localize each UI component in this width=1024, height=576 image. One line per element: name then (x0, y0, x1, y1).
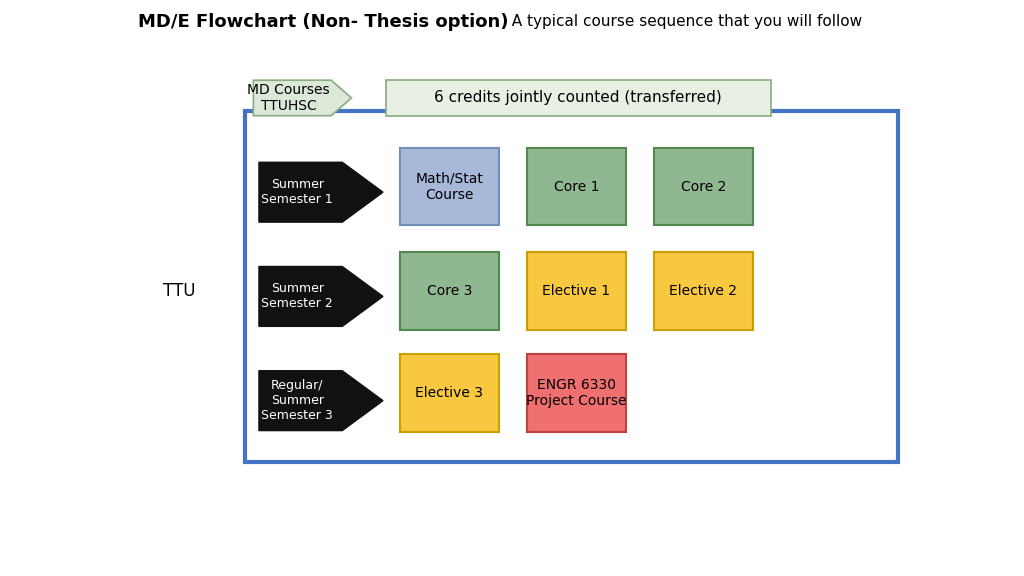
Text: Elective 3: Elective 3 (416, 386, 483, 400)
FancyBboxPatch shape (526, 354, 626, 431)
Text: ENGR 6330
Project Course: ENGR 6330 Project Course (526, 378, 627, 408)
Text: Math/Stat
Course: Math/Stat Course (416, 172, 483, 202)
FancyBboxPatch shape (399, 148, 499, 225)
Text: A typical course sequence that you will follow: A typical course sequence that you will … (502, 14, 862, 29)
Text: Core 1: Core 1 (554, 180, 599, 194)
Text: Core 3: Core 3 (427, 284, 472, 298)
FancyBboxPatch shape (386, 80, 771, 116)
Text: Summer
Semester 2: Summer Semester 2 (261, 282, 333, 310)
FancyBboxPatch shape (399, 354, 499, 431)
Text: Regular/
Summer
Semester 3: Regular/ Summer Semester 3 (261, 379, 333, 422)
Text: Elective 1: Elective 1 (543, 284, 610, 298)
Text: MD Courses
TTUHSC: MD Courses TTUHSC (247, 83, 330, 113)
FancyBboxPatch shape (399, 252, 499, 329)
FancyBboxPatch shape (246, 111, 898, 461)
FancyBboxPatch shape (653, 148, 753, 225)
Text: Summer
Semester 1: Summer Semester 1 (261, 178, 333, 206)
Text: Elective 2: Elective 2 (670, 284, 737, 298)
FancyBboxPatch shape (653, 252, 753, 329)
Polygon shape (253, 80, 351, 116)
FancyBboxPatch shape (526, 148, 626, 225)
Polygon shape (259, 267, 383, 327)
FancyBboxPatch shape (526, 252, 626, 329)
Polygon shape (259, 162, 383, 222)
Polygon shape (259, 371, 383, 431)
Text: 6 credits jointly counted (transferred): 6 credits jointly counted (transferred) (434, 90, 722, 105)
Text: Core 2: Core 2 (681, 180, 726, 194)
Text: TTU: TTU (164, 282, 196, 300)
Text: MD/E Flowchart (Non- Thesis option): MD/E Flowchart (Non- Thesis option) (138, 13, 509, 31)
